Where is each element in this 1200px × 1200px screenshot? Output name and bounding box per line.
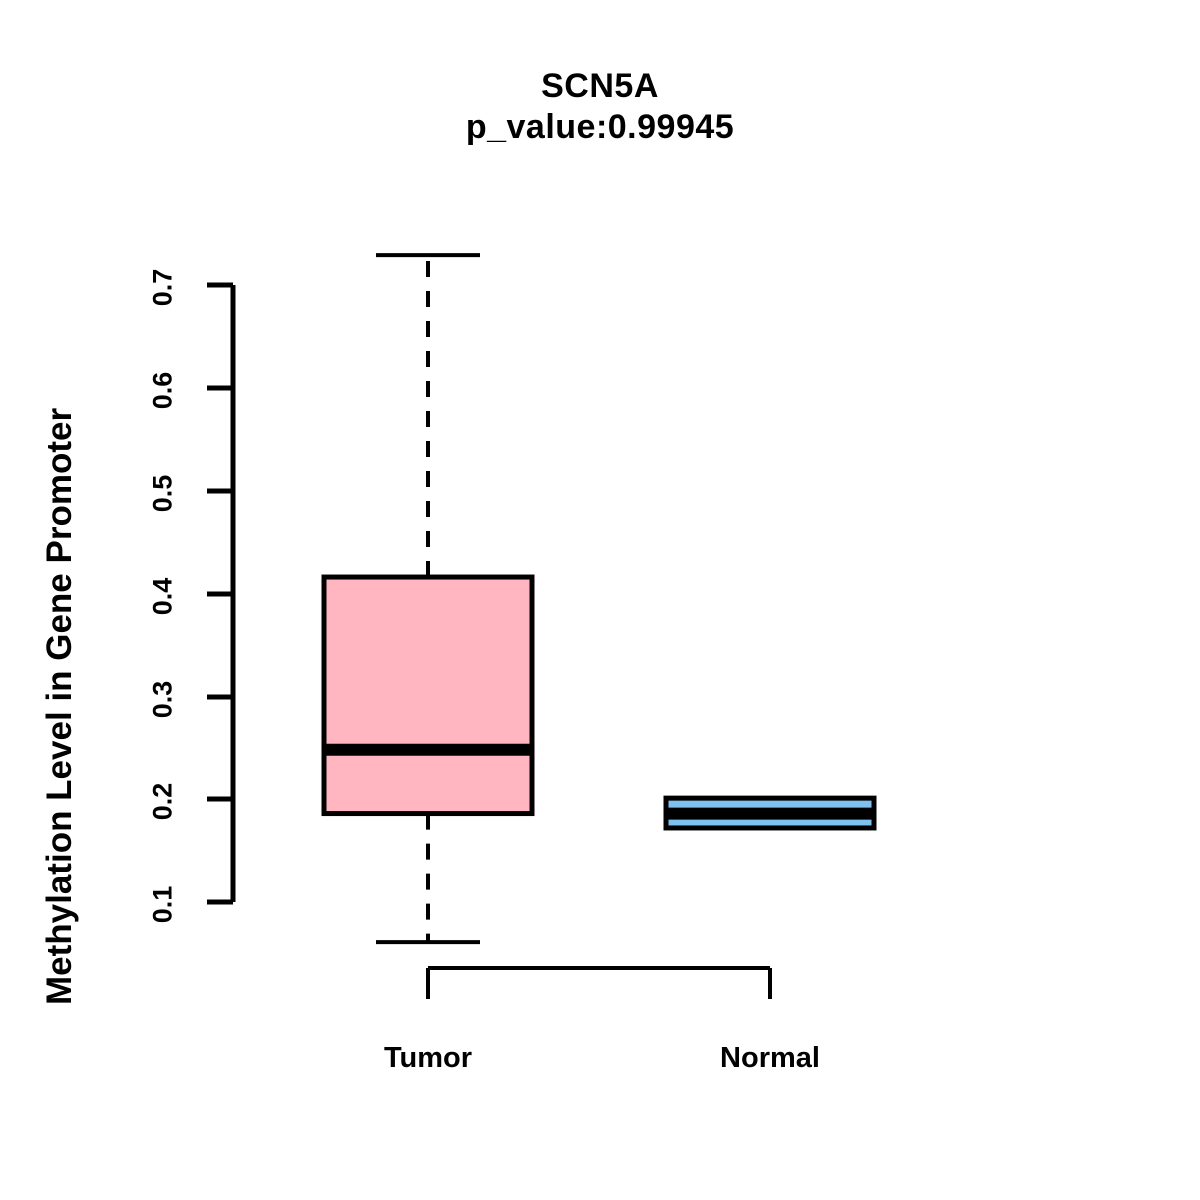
- box-group-tumor: [321, 253, 535, 945]
- y-tick-label-6: 0.1: [147, 885, 178, 924]
- y-tick-label-0: 0.7: [147, 268, 178, 307]
- y-tick-label-4: 0.3: [147, 680, 178, 719]
- box-tumor: [321, 574, 535, 817]
- chart-title-block: SCN5A p_value:0.99945: [0, 66, 1200, 149]
- y-tick-label-5: 0.2: [147, 782, 178, 821]
- chart-title: SCN5A: [541, 67, 659, 105]
- y-tick-label-1: 0.6: [147, 371, 178, 410]
- box-group-normal: [663, 795, 877, 831]
- x-tick-label-tumor: Tumor: [383, 1042, 473, 1074]
- y-tick-label-3: 0.4: [147, 577, 178, 616]
- y-tick-label-2: 0.5: [147, 474, 178, 513]
- x-tick-label-normal: Normal: [720, 1042, 820, 1074]
- y-axis: [207, 282, 236, 905]
- x-axis: [426, 966, 772, 999]
- chart-subtitle-pvalue: p_value:0.99945: [465, 108, 735, 147]
